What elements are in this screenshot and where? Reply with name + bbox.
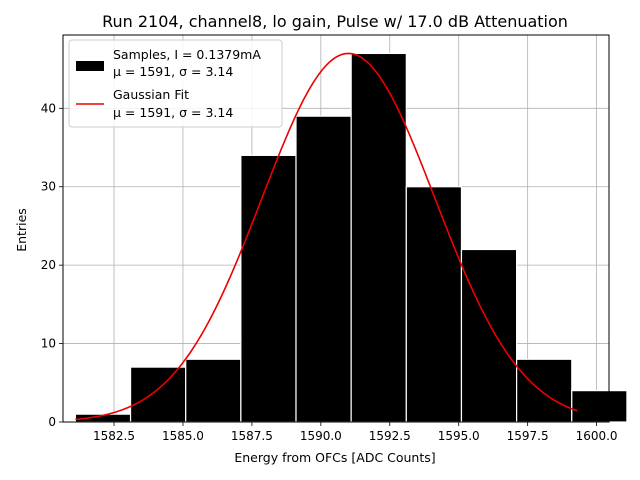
histogram-bar <box>129 366 187 423</box>
histogram-bar <box>516 358 573 423</box>
y-axis-label: Entries <box>14 208 29 252</box>
x-tick-label: 1592.5 <box>369 429 411 443</box>
gaussian-fit <box>75 52 578 421</box>
histogram-bar <box>571 390 628 423</box>
chart-title: Run 2104, channel8, lo gain, Pulse w/ 17… <box>102 12 568 31</box>
y-tick-label: 20 <box>41 258 56 272</box>
x-tick-label: 1600.0 <box>576 429 618 443</box>
histogram-bar <box>350 52 407 423</box>
y-tick-label: 40 <box>41 101 56 115</box>
y-axis-ticks: 0 10 20 30 40 <box>41 101 63 429</box>
legend-histogram-swatch <box>76 61 104 71</box>
y-tick-label: 0 <box>48 415 56 429</box>
legend-fit-label-line2: μ = 1591, σ = 3.14 <box>113 105 233 120</box>
histogram-bar <box>240 154 297 423</box>
plot-frame <box>62 34 610 423</box>
x-tick-label: 1590.0 <box>300 429 342 443</box>
legend-fit-label-line1: Gaussian Fit <box>113 87 189 102</box>
x-axis-ticks: 1582.5 1585.0 1587.5 1590.0 1592.5 1595.0 1597… <box>93 422 618 443</box>
histogram-bar <box>185 358 242 423</box>
x-tick-label: 1587.5 <box>231 429 273 443</box>
legend-box <box>68 39 283 128</box>
x-axis-label: Energy from OFCs [ADC Counts] <box>234 450 435 465</box>
legend-histogram-label-line2: μ = 1591, σ = 3.14 <box>113 64 233 79</box>
histogram-bar <box>295 115 352 423</box>
x-tick-label: 1582.5 <box>93 429 135 443</box>
histogram-bar <box>405 186 463 423</box>
y-tick-label: 10 <box>41 337 56 351</box>
histogram-bar <box>460 248 518 423</box>
y-tick-label: 30 <box>41 180 56 194</box>
legend: Samples, I = 0.1379mA μ = 1591, σ = 3.14… <box>68 39 283 128</box>
gaussian-fit-line <box>75 52 578 421</box>
legend-histogram-label-line1: Samples, I = 0.1379mA <box>113 47 261 62</box>
histogram-bars <box>74 52 628 423</box>
x-tick-label: 1585.0 <box>162 429 204 443</box>
x-tick-label: 1597.5 <box>507 429 549 443</box>
x-tick-label: 1595.0 <box>438 429 480 443</box>
